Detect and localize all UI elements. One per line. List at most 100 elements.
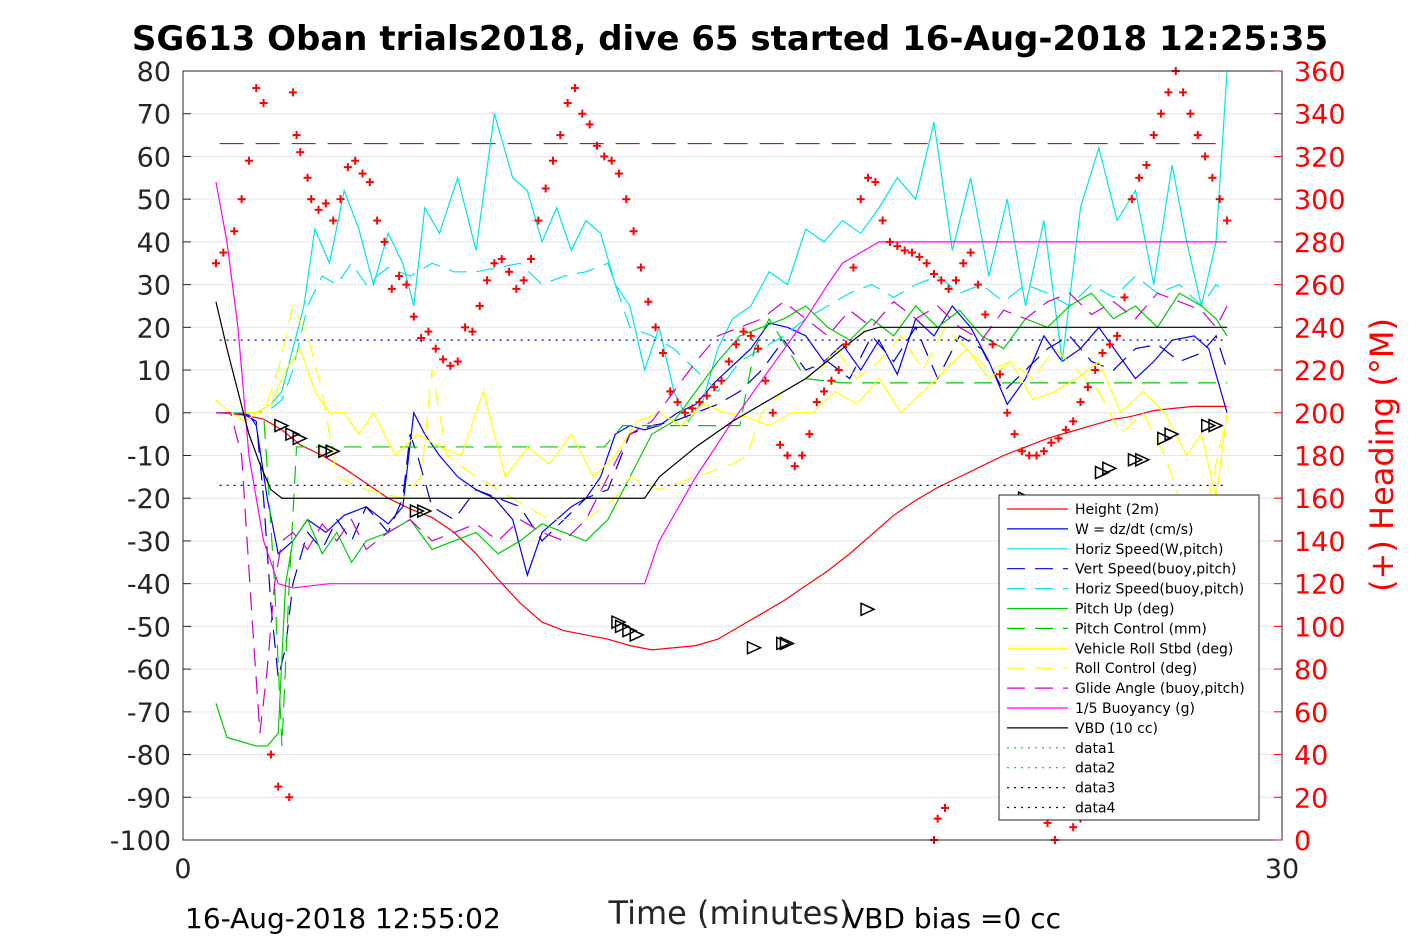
heading-point <box>424 327 433 336</box>
heading-point <box>1142 160 1151 169</box>
legend-entry: Height (2m) <box>1075 502 1159 518</box>
heading-point <box>915 252 924 261</box>
triangle-marker <box>274 418 290 433</box>
right-tick-label: 180 <box>1294 442 1346 473</box>
heading-point <box>288 88 297 97</box>
left-tick-label: -100 <box>110 826 171 857</box>
heading-point <box>746 331 755 340</box>
footer-vbd-bias: VBD bias =0 cc <box>845 902 1061 935</box>
heading-point <box>548 156 557 165</box>
heading-point <box>1186 109 1195 118</box>
series-line-2 <box>215 70 1228 423</box>
triangle-marker <box>318 444 334 459</box>
heading-point <box>274 782 283 791</box>
series-line-7 <box>215 347 1228 499</box>
triangle-marker <box>614 619 631 634</box>
heading-point <box>951 276 960 285</box>
heading-point <box>1010 430 1019 439</box>
heading-point <box>468 327 477 336</box>
heading-point <box>329 216 338 225</box>
heading-point <box>614 169 623 178</box>
heading-point <box>343 163 352 172</box>
legend-entry: Vehicle Roll Stbd (deg) <box>1075 641 1233 657</box>
heading-point <box>710 383 719 392</box>
heading-point <box>527 254 536 263</box>
left-tick-label: 60 <box>137 142 171 173</box>
triangle-marker <box>325 444 341 459</box>
heading-point <box>1113 331 1122 340</box>
left-tick-label: -70 <box>127 698 171 729</box>
heading-point <box>988 340 997 349</box>
heading-point <box>1032 451 1041 460</box>
heading-point <box>373 216 382 225</box>
heading-point <box>534 216 543 225</box>
heading-point <box>776 440 785 449</box>
heading-point <box>622 195 631 204</box>
right-tick-label: 240 <box>1294 313 1346 344</box>
heading-point <box>761 376 770 385</box>
heading-point <box>1003 408 1012 417</box>
x-axis-ticks: 0 30 <box>174 854 1299 885</box>
right-tick-label: 160 <box>1294 484 1346 515</box>
heading-point <box>739 327 748 336</box>
legend-entry: Vert Speed(buoy,pitch) <box>1075 562 1237 578</box>
heading-point <box>570 84 579 93</box>
left-axis-ticks: 80 70 60 50 40 30 20 10 0 -10 -20 -30 -40 -50 -60 -70 -8… <box>110 57 191 857</box>
heading-point <box>475 301 484 310</box>
heading-point <box>933 814 942 823</box>
legend-entry: VBD (10 cc) <box>1075 721 1158 737</box>
heading-point <box>1193 131 1202 140</box>
heading-point <box>842 340 851 349</box>
heading-point <box>644 297 653 306</box>
legend-entry: 1/5 Buoyancy (g) <box>1075 701 1195 717</box>
heading-point <box>1120 293 1129 302</box>
legend-entry: data3 <box>1075 781 1115 797</box>
heading-point <box>783 451 792 460</box>
left-tick-label: -10 <box>127 442 171 473</box>
triangle-marker <box>285 426 301 442</box>
series-lines <box>215 70 1228 747</box>
right-axis-label: (+) Heading (°M) <box>1363 318 1401 592</box>
heading-point <box>940 803 949 812</box>
left-tick-label: 10 <box>137 356 171 387</box>
series-line-3 <box>215 326 1228 678</box>
heading-point <box>798 451 807 460</box>
triangle-marker <box>417 503 433 519</box>
heading-point <box>1083 383 1092 392</box>
heading-point <box>717 376 726 385</box>
legend-entry: Roll Control (deg) <box>1075 661 1197 677</box>
heading-point <box>380 237 389 246</box>
heading-point <box>395 272 404 281</box>
heading-point <box>1157 109 1166 118</box>
triangle-marker <box>1200 418 1217 433</box>
heading-point <box>702 391 711 400</box>
heading-point <box>1149 131 1158 140</box>
x-tick-label: 0 <box>174 854 191 885</box>
heading-point <box>1164 88 1173 97</box>
right-tick-label: 60 <box>1294 698 1328 729</box>
triangle-markers <box>274 418 1224 655</box>
heading-point <box>673 398 682 407</box>
heading-point <box>688 404 697 413</box>
heading-point <box>849 263 858 272</box>
heading-point <box>680 408 689 417</box>
heading-point <box>285 793 294 802</box>
heading-point <box>893 242 902 251</box>
right-tick-label: 260 <box>1294 271 1346 302</box>
right-tick-label: 100 <box>1294 612 1346 643</box>
series-line-10 <box>215 181 1228 589</box>
heading-point <box>211 259 220 268</box>
left-tick-label: 50 <box>137 185 171 216</box>
heading-point <box>995 370 1004 379</box>
triangle-marker <box>1208 418 1224 433</box>
heading-point <box>812 398 821 407</box>
heading-point <box>252 84 261 93</box>
heading-point <box>1098 348 1107 357</box>
heading-point <box>541 184 550 193</box>
heading-point <box>512 284 521 293</box>
legend-entry: Pitch Control (mm) <box>1075 621 1207 637</box>
left-tick-label: 80 <box>137 57 171 88</box>
heading-point <box>259 99 268 108</box>
heading-point <box>1208 173 1217 182</box>
